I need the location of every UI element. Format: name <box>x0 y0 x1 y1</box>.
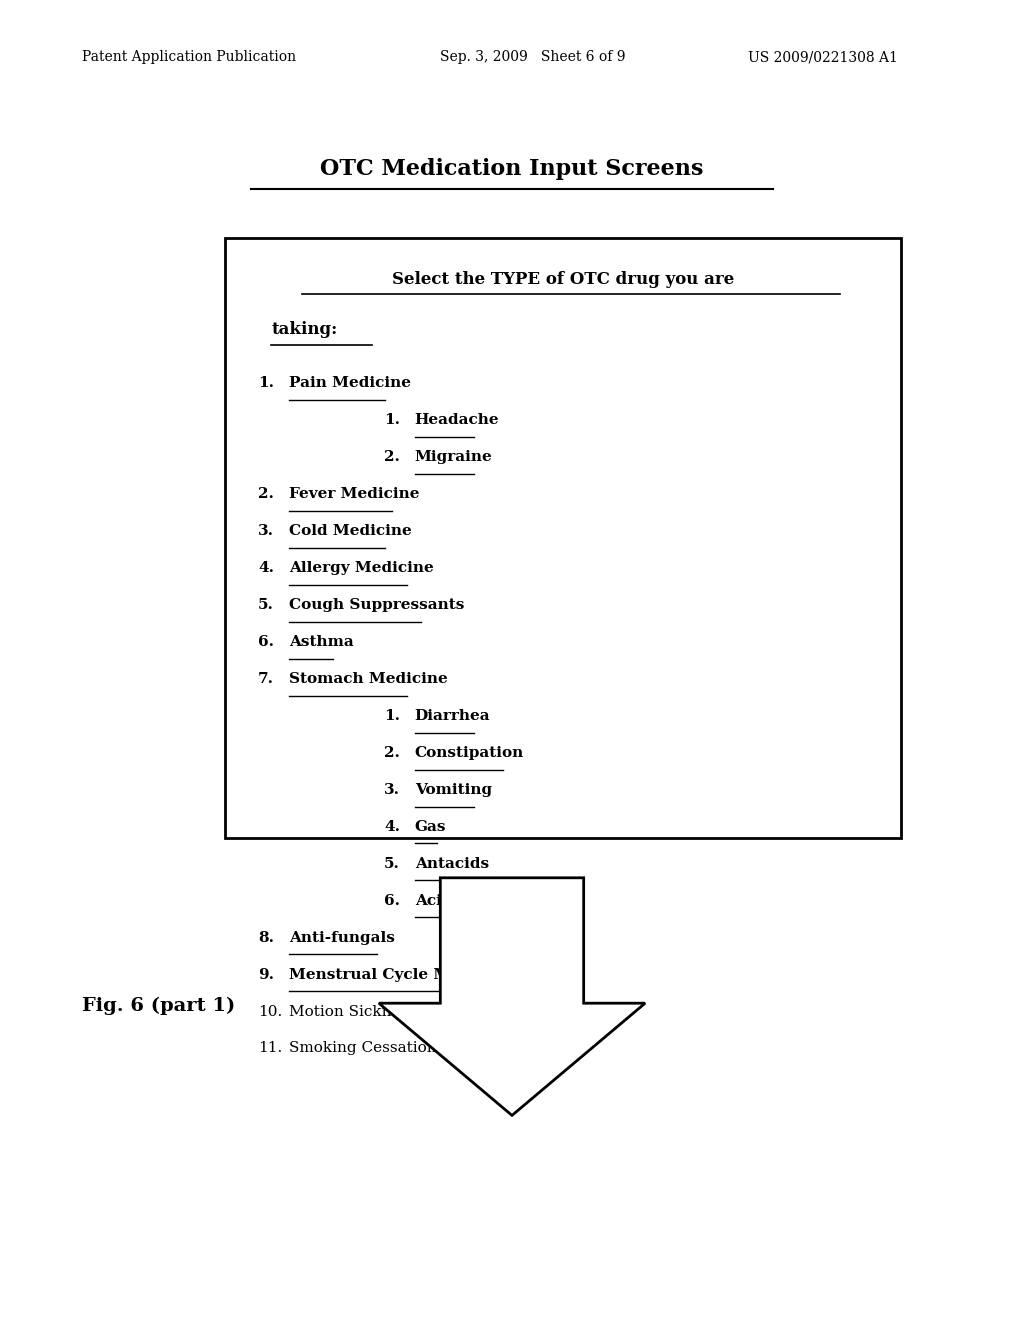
Text: 2.: 2. <box>384 746 400 760</box>
Text: Allergy Medicine: Allergy Medicine <box>289 561 433 576</box>
Polygon shape <box>379 878 645 1115</box>
Text: 4.: 4. <box>258 561 274 576</box>
Text: Motion Sickness Medication: Motion Sickness Medication <box>289 1005 508 1019</box>
Text: 1.: 1. <box>384 709 400 723</box>
Text: 3.: 3. <box>384 783 400 797</box>
Text: Smoking Cessation Aids: Smoking Cessation Aids <box>289 1041 475 1056</box>
Text: Menstrual Cycle Medications: Menstrual Cycle Medications <box>289 968 538 982</box>
Text: Gas: Gas <box>415 820 446 834</box>
Text: Patent Application Publication: Patent Application Publication <box>82 50 296 65</box>
Text: Stomach Medicine: Stomach Medicine <box>289 672 447 686</box>
Text: OTC Medication Input Screens: OTC Medication Input Screens <box>321 158 703 181</box>
Text: 6.: 6. <box>258 635 274 649</box>
Text: Cough Suppressants: Cough Suppressants <box>289 598 464 612</box>
Text: Select the TYPE of OTC drug you are: Select the TYPE of OTC drug you are <box>392 271 734 288</box>
Text: Headache: Headache <box>415 413 500 428</box>
Text: Pain Medicine: Pain Medicine <box>289 376 411 391</box>
Text: Sep. 3, 2009   Sheet 6 of 9: Sep. 3, 2009 Sheet 6 of 9 <box>440 50 626 65</box>
Text: 5.: 5. <box>258 598 274 612</box>
FancyBboxPatch shape <box>225 238 901 838</box>
Text: Diarrhea: Diarrhea <box>415 709 490 723</box>
Text: 1.: 1. <box>384 413 400 428</box>
Text: 2.: 2. <box>258 487 274 502</box>
Text: Fig. 6 (part 1): Fig. 6 (part 1) <box>82 997 236 1015</box>
Text: 1.: 1. <box>258 376 274 391</box>
Text: 2.: 2. <box>384 450 400 465</box>
Text: Constipation: Constipation <box>415 746 524 760</box>
Text: Acid Reducers: Acid Reducers <box>415 894 538 908</box>
Text: Antacids: Antacids <box>415 857 488 871</box>
Text: Cold Medicine: Cold Medicine <box>289 524 412 539</box>
Text: taking:: taking: <box>271 321 338 338</box>
Text: 11.: 11. <box>258 1041 283 1056</box>
Text: US 2009/0221308 A1: US 2009/0221308 A1 <box>748 50 897 65</box>
Text: 6.: 6. <box>384 894 400 908</box>
Text: Anti-fungals: Anti-fungals <box>289 931 394 945</box>
Text: Vomiting: Vomiting <box>415 783 492 797</box>
Text: 3.: 3. <box>258 524 274 539</box>
Text: 9.: 9. <box>258 968 274 982</box>
Text: 4.: 4. <box>384 820 400 834</box>
Text: Fever Medicine: Fever Medicine <box>289 487 419 502</box>
Text: Asthma: Asthma <box>289 635 353 649</box>
Text: 8.: 8. <box>258 931 274 945</box>
Text: 7.: 7. <box>258 672 274 686</box>
Text: Migraine: Migraine <box>415 450 493 465</box>
Text: 10.: 10. <box>258 1005 283 1019</box>
Text: 5.: 5. <box>384 857 400 871</box>
